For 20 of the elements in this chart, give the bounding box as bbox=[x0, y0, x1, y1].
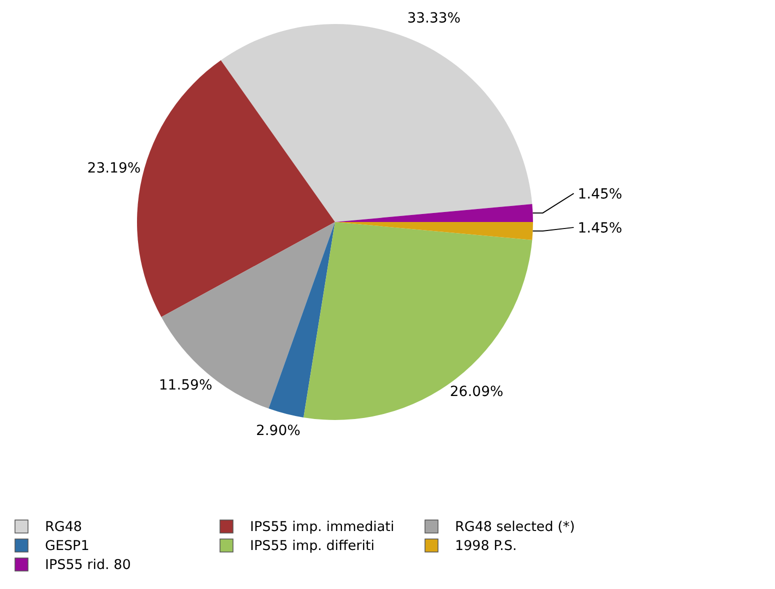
pie-slice bbox=[268, 222, 335, 418]
pie-slice bbox=[335, 204, 533, 222]
legend-label: RG48 bbox=[45, 519, 82, 535]
data-label: 11.59% bbox=[158, 377, 212, 394]
pie-slice bbox=[161, 222, 335, 409]
data-label: 33.33% bbox=[407, 10, 461, 26]
data-label: 1.45% bbox=[578, 220, 622, 236]
legend-label: IPS55 rid. 80 bbox=[45, 557, 131, 573]
legend-label: 1998 P.S. bbox=[455, 538, 517, 554]
pie-slice bbox=[220, 24, 532, 222]
legend-label: IPS55 imp. immediati bbox=[250, 519, 394, 535]
pie-slice bbox=[335, 222, 533, 240]
legend-label: GESP1 bbox=[45, 538, 90, 554]
data-label: 26.09% bbox=[450, 384, 504, 400]
data-label: 23.19% bbox=[87, 160, 141, 176]
pie-slice bbox=[304, 222, 532, 420]
legend-label: RG48 selected (*) bbox=[455, 519, 575, 535]
data-label: 2.90% bbox=[256, 423, 300, 440]
legend-label: IPS55 imp. differiti bbox=[250, 538, 374, 554]
data-label: 1.45% bbox=[578, 186, 622, 202]
